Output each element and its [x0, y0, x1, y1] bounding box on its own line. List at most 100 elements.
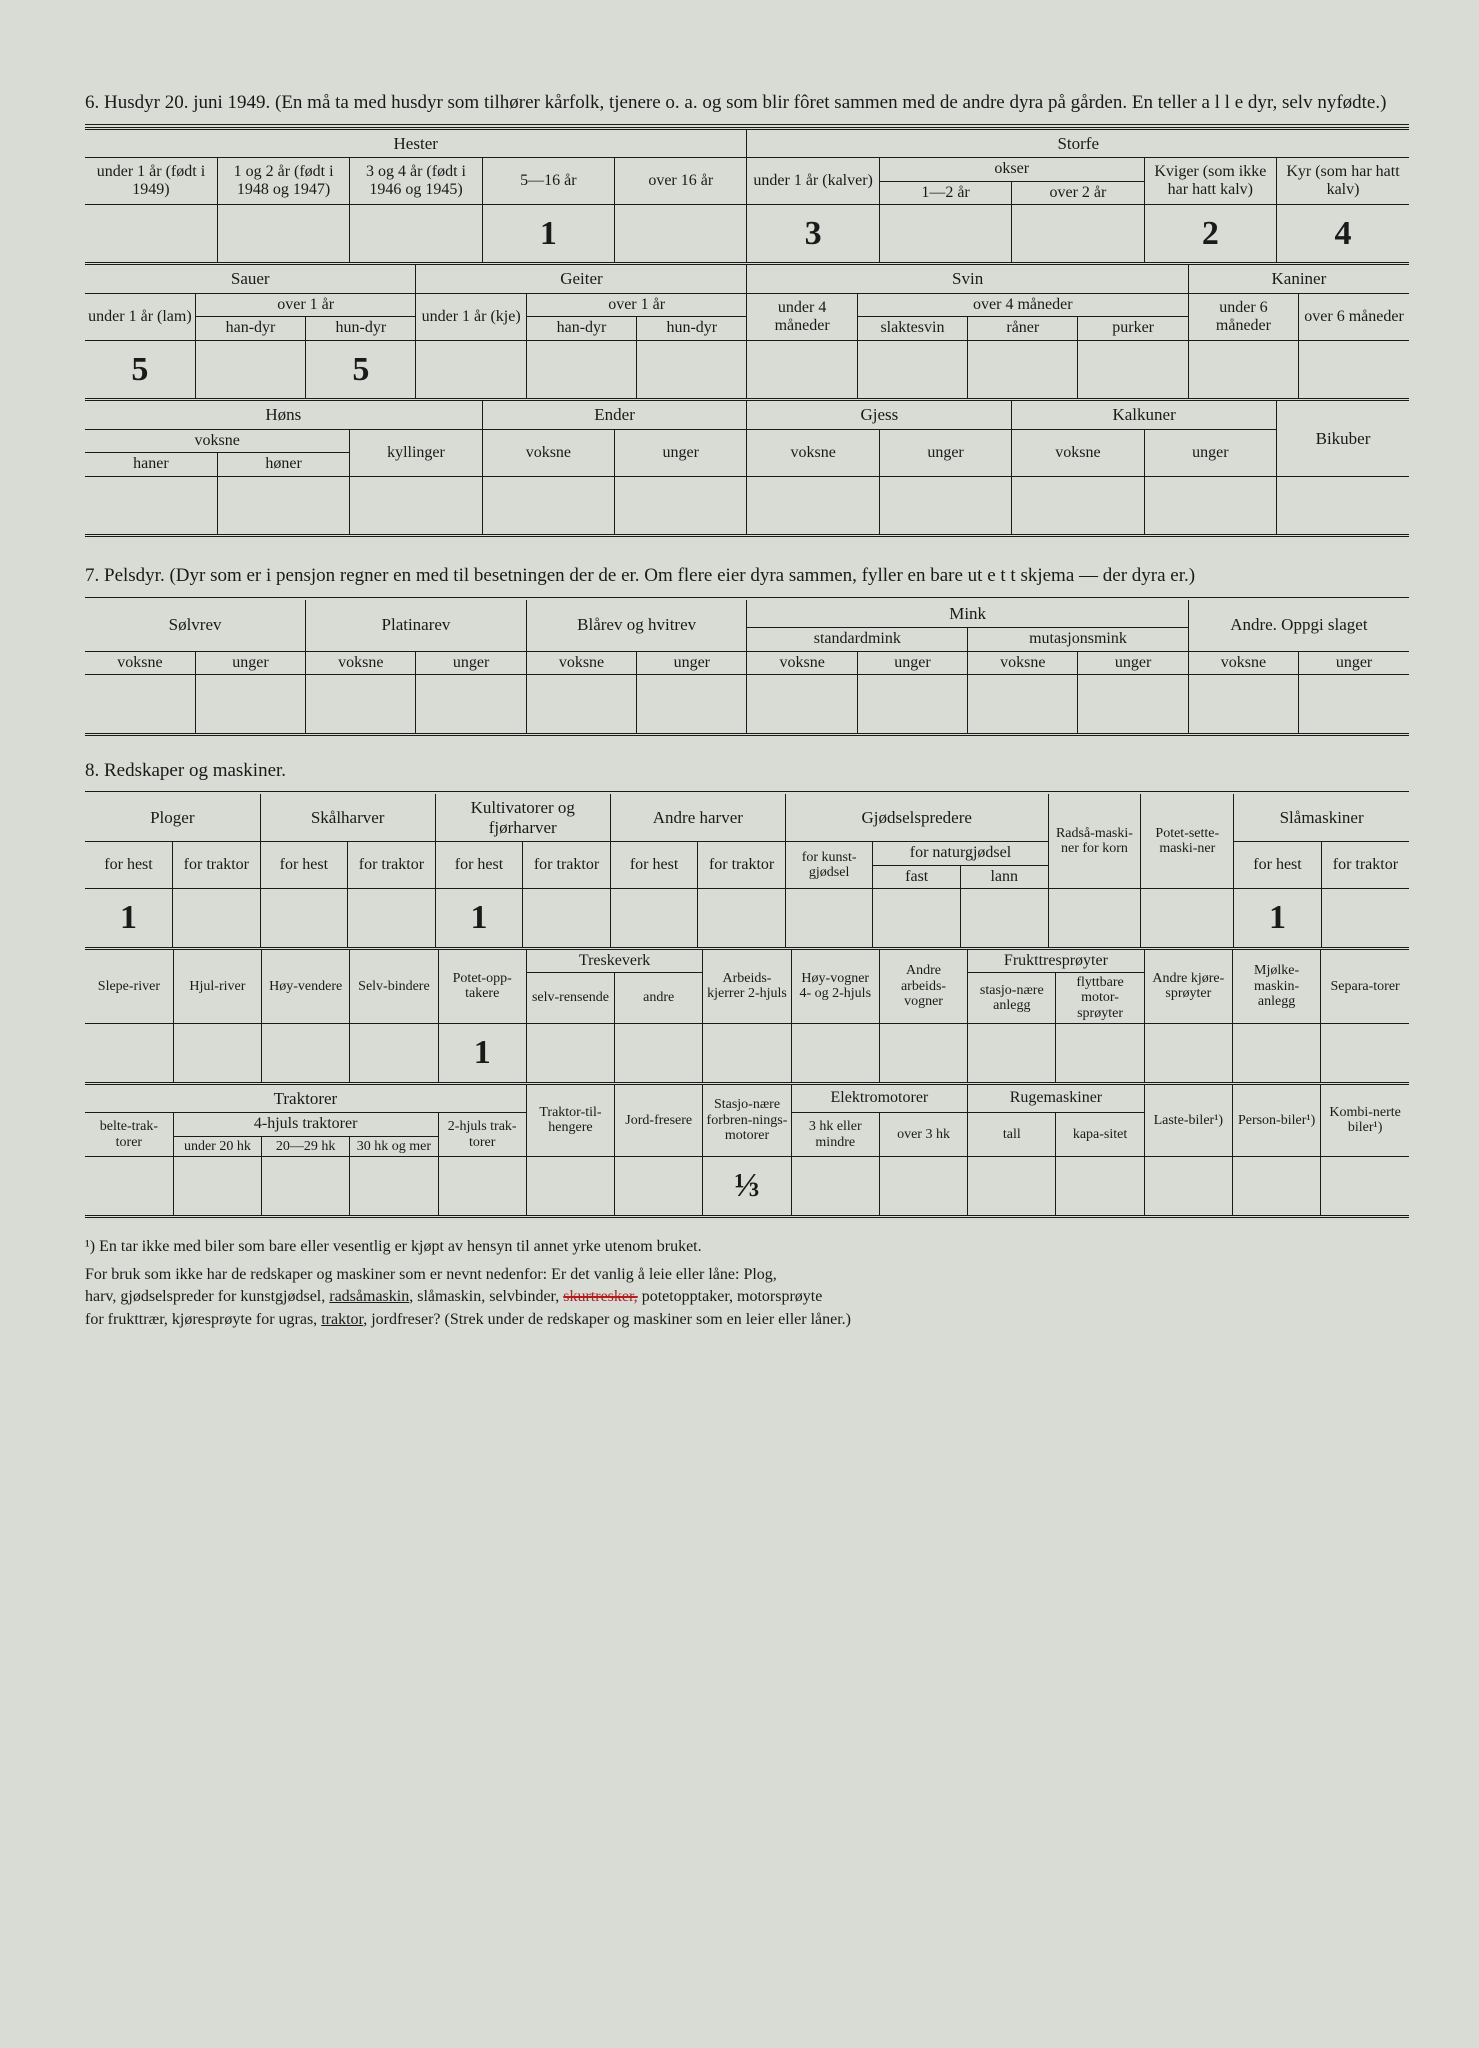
cell[interactable]: [350, 204, 482, 262]
cell[interactable]: [1048, 889, 1141, 947]
cell[interactable]: [615, 1157, 703, 1215]
cell[interactable]: [873, 889, 961, 947]
cell[interactable]: ⅓: [703, 1157, 791, 1215]
cell[interactable]: 2: [1144, 204, 1276, 262]
cell[interactable]: [968, 1157, 1056, 1215]
cell[interactable]: [785, 889, 873, 947]
cell[interactable]: [262, 1157, 350, 1215]
cell[interactable]: [1188, 340, 1298, 398]
cell[interactable]: [1141, 889, 1234, 947]
cell[interactable]: [85, 204, 217, 262]
cell[interactable]: [960, 889, 1048, 947]
cell[interactable]: 1: [1234, 889, 1322, 947]
cell[interactable]: [526, 675, 636, 733]
cell[interactable]: [968, 340, 1078, 398]
cell[interactable]: [1188, 675, 1298, 733]
cell[interactable]: [85, 675, 195, 733]
cell[interactable]: [85, 1024, 173, 1082]
cell[interactable]: [1056, 1157, 1144, 1215]
cell[interactable]: [416, 675, 526, 733]
cell[interactable]: [85, 1157, 173, 1215]
cell[interactable]: [698, 889, 786, 947]
cell[interactable]: [195, 340, 305, 398]
cell[interactable]: [306, 675, 416, 733]
cell[interactable]: [1144, 1024, 1232, 1082]
cell[interactable]: [857, 675, 967, 733]
cell[interactable]: 1: [438, 1024, 526, 1082]
cell[interactable]: [173, 889, 261, 947]
cell[interactable]: [348, 889, 436, 947]
cell[interactable]: [791, 1157, 879, 1215]
cell[interactable]: 1: [482, 204, 614, 262]
cell[interactable]: [85, 476, 217, 534]
cell[interactable]: [747, 675, 857, 733]
cell[interactable]: [1321, 1157, 1409, 1215]
c-andre: andre: [615, 973, 703, 1024]
cell[interactable]: [1321, 889, 1409, 947]
cell[interactable]: [195, 675, 305, 733]
cell[interactable]: 5: [85, 340, 195, 398]
cell[interactable]: [217, 476, 349, 534]
cell[interactable]: [1012, 204, 1144, 262]
cell[interactable]: [526, 1157, 614, 1215]
cell[interactable]: [1078, 340, 1188, 398]
cell[interactable]: [438, 1157, 526, 1215]
cell[interactable]: [615, 204, 747, 262]
cell[interactable]: [1078, 675, 1188, 733]
cell[interactable]: [879, 204, 1011, 262]
cell[interactable]: [615, 1024, 703, 1082]
cell[interactable]: [416, 340, 526, 398]
cell[interactable]: [173, 1157, 261, 1215]
cell[interactable]: [1232, 1157, 1320, 1215]
cell[interactable]: [350, 1024, 438, 1082]
cell[interactable]: [526, 1024, 614, 1082]
cell[interactable]: 1: [85, 889, 173, 947]
c-mjolke: Mjølke-maskin-anlegg: [1232, 950, 1320, 1024]
cell[interactable]: [523, 889, 611, 947]
cell[interactable]: [1012, 476, 1144, 534]
cell[interactable]: [1144, 476, 1276, 534]
cell[interactable]: [1277, 476, 1409, 534]
cell[interactable]: [350, 476, 482, 534]
cell[interactable]: [879, 476, 1011, 534]
cell[interactable]: [262, 1024, 350, 1082]
group-mink: Mink: [747, 600, 1188, 628]
cell[interactable]: [350, 1157, 438, 1215]
cell[interactable]: [1299, 675, 1409, 733]
cell[interactable]: [1299, 340, 1409, 398]
cell[interactable]: [968, 1024, 1056, 1082]
cell[interactable]: [747, 476, 879, 534]
cell[interactable]: [703, 1024, 791, 1082]
cell[interactable]: [879, 1157, 967, 1215]
cell[interactable]: [747, 340, 857, 398]
group-ender: Ender: [482, 401, 747, 429]
cell[interactable]: [260, 889, 348, 947]
g-skalharver: Skålharver: [260, 794, 435, 842]
g-traktortilh: Traktor-til-hengere: [526, 1085, 614, 1157]
cell[interactable]: [482, 476, 614, 534]
cell[interactable]: [173, 1024, 261, 1082]
col-u: unger: [637, 651, 747, 674]
cell[interactable]: 5: [306, 340, 416, 398]
cell[interactable]: [1232, 1024, 1320, 1082]
col-s-over1: over 1 år: [195, 294, 416, 317]
cell[interactable]: [637, 675, 747, 733]
cell[interactable]: [968, 675, 1078, 733]
cell[interactable]: [879, 1024, 967, 1082]
cell[interactable]: [610, 889, 698, 947]
cell[interactable]: 4: [1277, 204, 1409, 262]
cell[interactable]: [526, 340, 636, 398]
cell[interactable]: [1144, 1157, 1232, 1215]
section8-heading: 8. Redskaper og maskiner.: [85, 758, 1409, 784]
cell[interactable]: [791, 1024, 879, 1082]
col-v: voksne: [747, 651, 857, 674]
cell[interactable]: 3: [747, 204, 879, 262]
cell[interactable]: [615, 476, 747, 534]
cell[interactable]: [857, 340, 967, 398]
cell[interactable]: [637, 340, 747, 398]
group-platinarev: Platinarev: [306, 600, 527, 651]
cell[interactable]: [1321, 1024, 1409, 1082]
cell[interactable]: [217, 204, 349, 262]
cell[interactable]: 1: [435, 889, 523, 947]
cell[interactable]: [1056, 1024, 1144, 1082]
